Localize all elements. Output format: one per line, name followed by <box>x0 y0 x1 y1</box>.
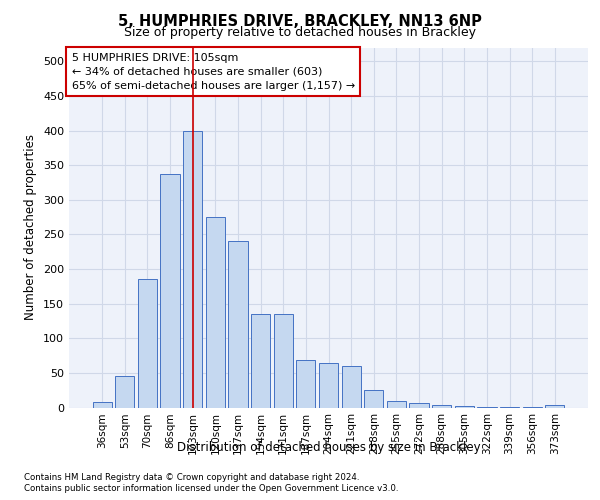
Text: Contains HM Land Registry data © Crown copyright and database right 2024.: Contains HM Land Registry data © Crown c… <box>24 472 359 482</box>
Bar <box>115 376 134 408</box>
Text: 5, HUMPHRIES DRIVE, BRACKLEY, NN13 6NP: 5, HUMPHRIES DRIVE, BRACKLEY, NN13 6NP <box>118 14 482 29</box>
Text: Contains public sector information licensed under the Open Government Licence v3: Contains public sector information licen… <box>24 484 398 493</box>
Text: 5 HUMPHRIES DRIVE: 105sqm
← 34% of detached houses are smaller (603)
65% of semi: 5 HUMPHRIES DRIVE: 105sqm ← 34% of detac… <box>71 53 355 91</box>
Bar <box>545 406 565 407</box>
Bar <box>274 314 293 408</box>
Bar <box>341 366 361 408</box>
Bar <box>229 242 248 408</box>
Y-axis label: Number of detached properties: Number of detached properties <box>25 134 37 320</box>
Bar <box>477 407 497 408</box>
Bar <box>251 314 270 408</box>
Bar <box>364 390 383 407</box>
Bar <box>523 407 542 408</box>
Bar <box>206 217 225 408</box>
Bar <box>183 130 202 407</box>
Bar <box>500 407 519 408</box>
Bar <box>138 280 157 407</box>
Bar <box>455 406 474 407</box>
Bar <box>432 404 451 407</box>
Bar <box>160 174 180 408</box>
Bar <box>296 360 316 408</box>
Bar <box>92 402 112 407</box>
Bar <box>387 400 406 407</box>
Bar <box>409 404 428 407</box>
Text: Distribution of detached houses by size in Brackley: Distribution of detached houses by size … <box>177 441 481 454</box>
Bar <box>319 362 338 408</box>
Text: Size of property relative to detached houses in Brackley: Size of property relative to detached ho… <box>124 26 476 39</box>
